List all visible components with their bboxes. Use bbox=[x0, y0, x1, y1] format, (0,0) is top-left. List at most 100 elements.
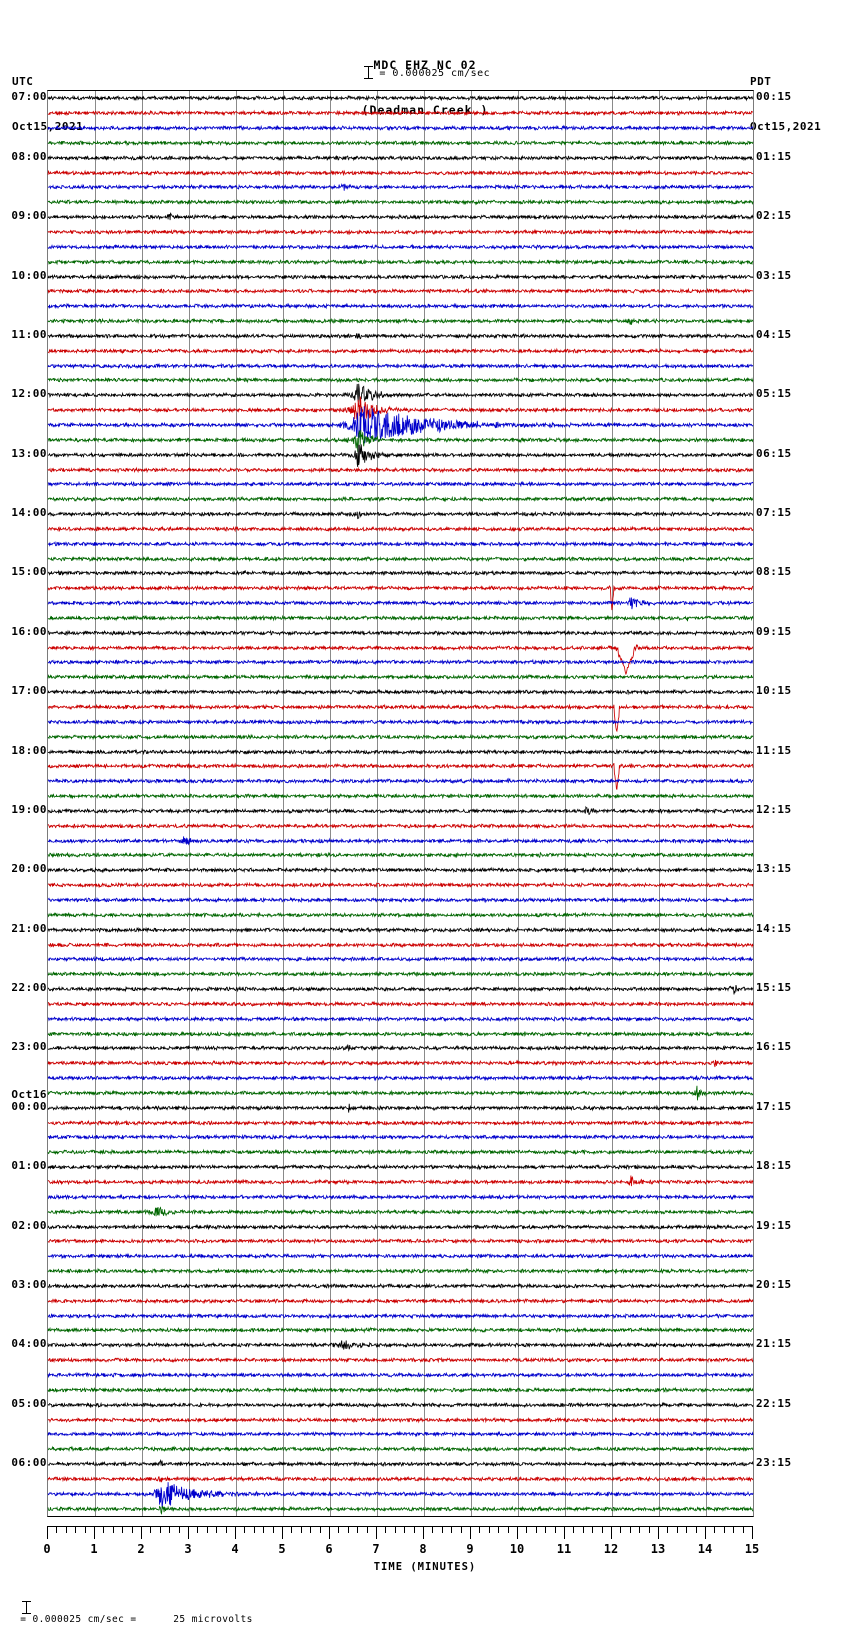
pdt-hour-label: 20:15 bbox=[756, 1277, 792, 1291]
x-axis-minor-tick bbox=[56, 1526, 58, 1533]
utc-hour-label: 20:00 bbox=[11, 862, 47, 876]
x-axis-tick-label: 8 bbox=[419, 1542, 427, 1556]
pdt-hour-label: 05:15 bbox=[756, 387, 792, 401]
x-axis-minor-tick bbox=[347, 1526, 349, 1533]
utc-hour-label: 12:00 bbox=[11, 387, 47, 401]
seismic-trace bbox=[47, 677, 754, 707]
grid-line-minute-6 bbox=[330, 91, 331, 1516]
x-axis-major-tick bbox=[141, 1526, 142, 1539]
seismic-trace bbox=[47, 158, 754, 188]
seismic-trace bbox=[47, 1078, 754, 1108]
x-axis-minor-tick bbox=[723, 1526, 725, 1533]
seismic-trace bbox=[47, 455, 754, 485]
seismic-trace bbox=[47, 1048, 754, 1078]
pdt-hour-label: 01:15 bbox=[756, 149, 792, 163]
seismic-trace bbox=[47, 128, 754, 158]
seismic-trace bbox=[47, 573, 754, 611]
x-axis-major-tick bbox=[611, 1526, 612, 1539]
x-axis-major-tick bbox=[376, 1526, 377, 1539]
x-axis-title: TIME (MINUTES) bbox=[373, 1561, 477, 1573]
pdt-hour-label: 14:15 bbox=[756, 921, 792, 935]
grid-line-minute-5 bbox=[283, 91, 284, 1516]
grid-line-minute-1 bbox=[95, 91, 96, 1516]
pdt-hour-label: 07:15 bbox=[756, 506, 792, 520]
x-axis-major-tick bbox=[423, 1526, 424, 1539]
utc-hour-label: 21:00 bbox=[11, 921, 47, 935]
seismic-trace bbox=[47, 1449, 754, 1479]
seismic-trace bbox=[47, 484, 754, 514]
pdt-hour-label: 08:15 bbox=[756, 565, 792, 579]
x-axis-major-tick bbox=[282, 1526, 283, 1539]
utc-hour-label: 03:00 bbox=[11, 1277, 47, 1291]
x-axis-minor-tick bbox=[206, 1526, 208, 1533]
grid-line-minute-8 bbox=[424, 91, 425, 1516]
x-axis-minor-tick bbox=[225, 1526, 227, 1533]
utc-hour-label: 02:00 bbox=[11, 1218, 47, 1232]
station-code: MDC EHZ NC 02 bbox=[373, 58, 477, 72]
x-axis-minor-tick bbox=[357, 1526, 359, 1533]
seismic-trace bbox=[47, 529, 754, 559]
x-axis-major-tick bbox=[188, 1526, 189, 1539]
seismic-trace bbox=[47, 796, 754, 826]
pdt-date-label: Oct15,2021 bbox=[750, 120, 822, 133]
utc-hour-label: 16:00 bbox=[11, 624, 47, 638]
pdt-hour-label: 13:15 bbox=[756, 862, 792, 876]
x-axis-major-tick bbox=[705, 1526, 706, 1539]
seismic-trace bbox=[47, 647, 754, 677]
x-axis-minor-tick bbox=[150, 1526, 152, 1533]
utc-hour-label: 17:00 bbox=[11, 684, 47, 698]
seismic-trace bbox=[47, 247, 754, 277]
x-axis-tick-label: 12 bbox=[603, 1542, 619, 1556]
grid-line-minute-7 bbox=[377, 91, 378, 1516]
grid-line-minute-4 bbox=[236, 91, 237, 1516]
x-axis-tick-label: 7 bbox=[372, 1542, 380, 1556]
seismic-trace bbox=[47, 751, 754, 791]
x-axis-minor-tick bbox=[733, 1526, 735, 1533]
pdt-zone-label: PDT bbox=[750, 75, 772, 88]
seismic-trace bbox=[47, 722, 754, 752]
seismic-trace bbox=[47, 1226, 754, 1256]
x-axis-tick-label: 2 bbox=[137, 1542, 145, 1556]
utc-hour-label: 18:00 bbox=[11, 743, 47, 757]
seismic-trace bbox=[47, 187, 754, 217]
utc-hour-label: 23:00 bbox=[11, 1040, 47, 1054]
utc-hour-label: 05:00 bbox=[11, 1396, 47, 1410]
seismic-trace bbox=[47, 1033, 754, 1063]
x-axis-minor-tick bbox=[498, 1526, 500, 1533]
x-axis-minor-tick bbox=[592, 1526, 594, 1533]
pdt-hour-label: 09:15 bbox=[756, 624, 792, 638]
seismic-trace bbox=[47, 840, 754, 870]
x-axis-minor-tick bbox=[573, 1526, 575, 1533]
x-axis-major-tick bbox=[47, 1526, 48, 1539]
utc-hour-label: 07:00 bbox=[11, 90, 47, 104]
x-axis-minor-tick bbox=[639, 1526, 641, 1533]
seismic-trace bbox=[47, 406, 754, 444]
utc-zone-label: UTC bbox=[12, 75, 34, 88]
x-axis-minor-tick bbox=[103, 1526, 105, 1533]
seismic-trace bbox=[47, 1212, 754, 1242]
seismic-trace bbox=[47, 425, 754, 455]
x-axis-minor-tick bbox=[648, 1526, 650, 1533]
grid-line-minute-14 bbox=[706, 91, 707, 1516]
seismic-trace bbox=[47, 83, 754, 113]
seismic-trace bbox=[47, 930, 754, 960]
x-axis-minor-tick bbox=[535, 1526, 537, 1533]
seismic-trace bbox=[47, 1256, 754, 1286]
utc-hour-label: 22:00 bbox=[11, 981, 47, 995]
utc-hour-label: 19:00 bbox=[11, 802, 47, 816]
seismic-trace bbox=[47, 1286, 754, 1316]
seismic-trace bbox=[47, 603, 754, 633]
x-axis-minor-tick bbox=[178, 1526, 180, 1533]
x-axis-minor-tick bbox=[216, 1526, 218, 1533]
seismic-trace bbox=[47, 1093, 754, 1123]
x-axis-minor-tick bbox=[84, 1526, 86, 1533]
x-axis-minor-tick bbox=[582, 1526, 584, 1533]
seismic-trace bbox=[47, 1405, 754, 1435]
seismic-trace bbox=[47, 291, 754, 321]
utc-hour-label: 11:00 bbox=[11, 327, 47, 341]
scale-bar-label: = 0.000025 cm/sec bbox=[379, 68, 491, 79]
utc-hour-label: 00:00 bbox=[11, 1099, 47, 1113]
seismic-trace bbox=[47, 1390, 754, 1420]
seismic-trace bbox=[47, 276, 754, 306]
x-axis-minor-tick bbox=[620, 1526, 622, 1533]
